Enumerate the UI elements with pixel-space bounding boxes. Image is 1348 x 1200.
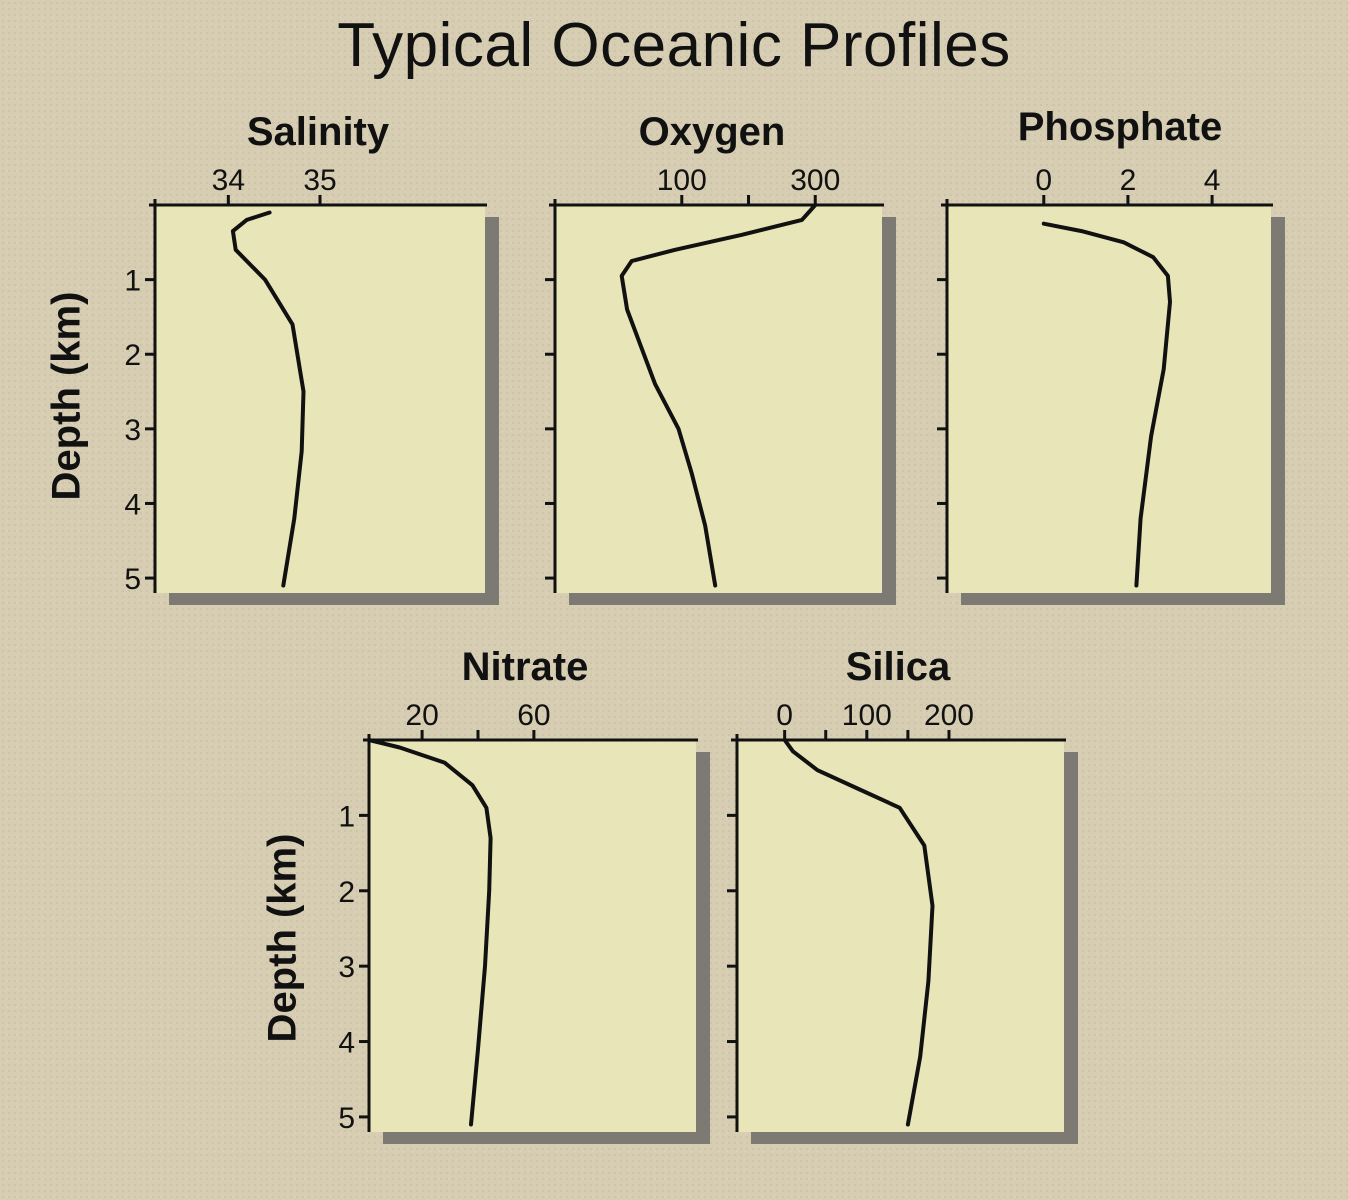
- silica-x-tick-label: 0: [776, 699, 793, 732]
- salinity-x-tick-label: 35: [303, 164, 336, 197]
- salinity-profile-line: [230, 210, 306, 588]
- oxygen-title: Oxygen: [639, 110, 786, 154]
- phosphate-x-tick-label: 4: [1204, 164, 1221, 197]
- salinity-plot-area: [155, 205, 485, 593]
- nitrate-y-tick-label: 5: [338, 1102, 355, 1135]
- phosphate-x-tick-label: 0: [1035, 164, 1052, 197]
- nitrate-profile-line: [367, 738, 493, 1127]
- silica-plot-area: [737, 740, 1064, 1132]
- silica-x-tick-label: 200: [924, 699, 974, 732]
- nitrate-plot-area: [369, 740, 696, 1132]
- nitrate-y-tick-label: 1: [338, 800, 355, 833]
- nitrate-y-axis-label: Depth (km): [260, 833, 305, 1043]
- oxygen-profile-line: [619, 203, 818, 588]
- phosphate-title: Phosphate: [1018, 105, 1222, 149]
- oxygen-plot-area: [555, 205, 882, 593]
- nitrate-title: Nitrate: [462, 645, 589, 689]
- nitrate-y-tick-label: 4: [338, 1027, 355, 1060]
- salinity-y-tick-label: 2: [124, 339, 141, 372]
- nitrate-y-tick-label: 3: [338, 951, 355, 984]
- silica-profile-line: [782, 738, 935, 1127]
- salinity-y-tick-label: 3: [124, 414, 141, 447]
- oxygen-x-tick-label: 300: [790, 164, 840, 197]
- salinity-title: Salinity: [247, 110, 390, 154]
- phosphate-x-tick-label: 2: [1120, 164, 1137, 197]
- silica-x-tick-label: 100: [842, 699, 892, 732]
- oxygen-x-tick-label: 100: [657, 164, 707, 197]
- nitrate-y-tick-label: 2: [338, 876, 355, 909]
- salinity-y-tick-label: 1: [124, 265, 141, 298]
- salinity-y-tick-label: 5: [124, 563, 141, 596]
- salinity-y-axis-label: Depth (km): [44, 291, 89, 501]
- nitrate-x-tick-label: 60: [517, 699, 550, 732]
- phosphate-profile-line: [1041, 221, 1172, 588]
- salinity-y-tick-label: 4: [124, 488, 141, 521]
- phosphate-plot-area: [947, 205, 1271, 593]
- figure-title: Typical Oceanic Profiles: [337, 11, 1011, 80]
- nitrate-x-tick-label: 20: [405, 699, 438, 732]
- silica-title: Silica: [846, 645, 951, 689]
- salinity-x-tick-label: 34: [212, 164, 245, 197]
